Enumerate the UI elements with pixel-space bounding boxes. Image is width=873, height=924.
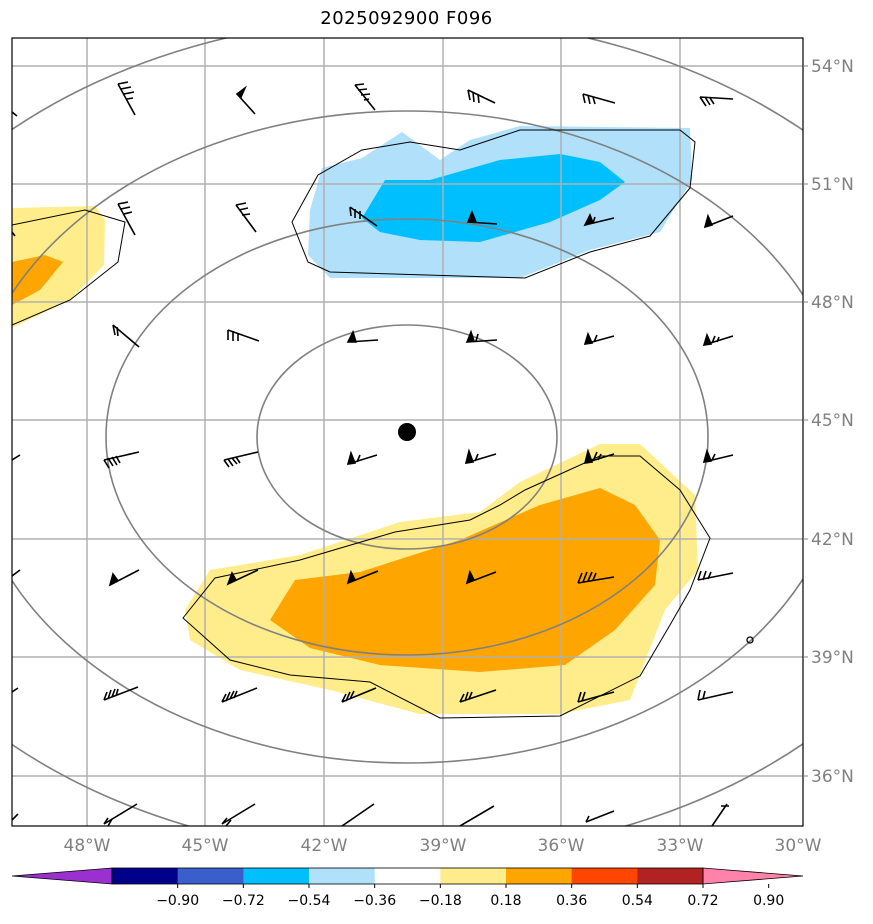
colorbar-tick-label: 0.90: [753, 893, 784, 909]
colorbar-segment: [374, 868, 441, 884]
colorbar-extend-max: [702, 867, 804, 885]
colorbar-tick-label: −0.36: [353, 893, 396, 909]
colorbar-tick-label: 0.54: [622, 893, 653, 909]
cyclone-center-marker: [398, 423, 416, 441]
lon-label: 39°W: [420, 836, 467, 856]
lon-label: 30°W: [775, 836, 822, 856]
small-closed-contour: [746, 636, 754, 644]
latitude-labels: 54°N 51°N 48°N 45°N 42°N 39°N 36°N: [803, 57, 854, 787]
lon-label: 36°W: [538, 836, 585, 856]
anomaly-outlines: [12, 129, 711, 719]
colorbar-tick-label: −0.90: [156, 893, 199, 909]
colorbar-segment: [637, 868, 704, 884]
colorbar-tick-label: −0.54: [288, 893, 331, 909]
lat-label: 54°N: [811, 57, 854, 77]
lon-label: 33°W: [657, 836, 704, 856]
colorbar-segment: [112, 868, 179, 884]
lon-label: 45°W: [182, 836, 229, 856]
lat-label: 45°N: [811, 411, 854, 431]
map-frame: [11, 37, 804, 827]
colorbar-frame: [111, 867, 704, 885]
lat-label: 42°N: [811, 530, 854, 550]
positive-anomaly-mid-fill-south: [270, 488, 660, 672]
colorbar-tick-label: −0.18: [419, 893, 462, 909]
graticule: [12, 38, 803, 826]
colorbar-segment: [243, 868, 310, 884]
lat-label: 51°N: [811, 175, 854, 195]
shading-layer: [12, 126, 698, 714]
lon-label: 42°W: [301, 836, 348, 856]
colorbar-segment: [506, 868, 573, 884]
wind-barbs: [12, 81, 734, 826]
colorbar-extend-min: [11, 867, 113, 885]
map-plot-area: [12, 38, 803, 826]
colorbar: −0.90 −0.72 −0.54 −0.36 −0.18 0.18 0.36 0.54 0.7…: [11, 867, 804, 909]
colorbar-segment: [177, 868, 244, 884]
colorbar-tick-label: 0.18: [490, 893, 521, 909]
colorbar-segment: [309, 868, 376, 884]
pressure-contours: [12, 38, 803, 826]
lon-label: 48°W: [64, 836, 111, 856]
colorbar-tick-label: 0.72: [687, 893, 718, 909]
positive-anomaly-mid-fill-nw: [12, 255, 63, 305]
lat-label: 36°N: [811, 767, 854, 787]
colorbar-segment: [571, 868, 638, 884]
lat-label: 39°N: [811, 648, 854, 668]
lat-label: 48°N: [811, 293, 854, 313]
colorbar-tick-label: −0.72: [222, 893, 265, 909]
colorbar-segment: [440, 868, 507, 884]
map-title: 2025092900 F096: [320, 8, 493, 29]
longitude-labels: 48°W 45°W 42°W 39°W 36°W 33°W 30°W: [64, 836, 822, 856]
colorbar-tick-label: 0.36: [556, 893, 587, 909]
